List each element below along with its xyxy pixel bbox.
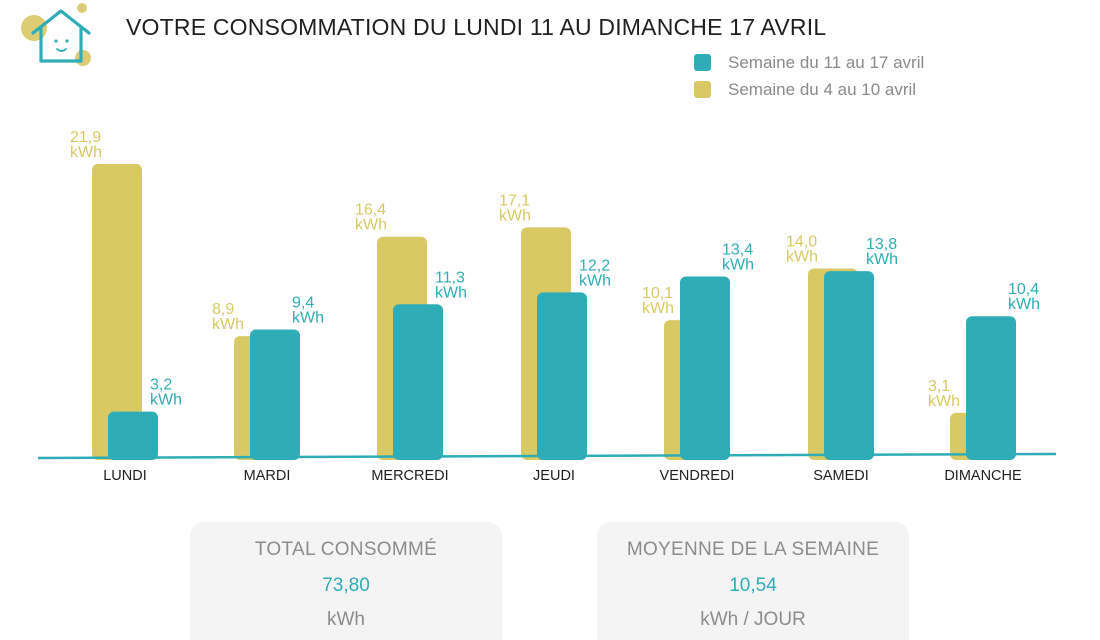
- average-card: MOYENNE DE LA SEMAINE 10,54 kWh / JOUR: [597, 522, 909, 640]
- data-label-current-mercredi: 11,3 kWh: [435, 269, 467, 301]
- bar-current-dimanche: [966, 316, 1016, 460]
- total-unit: kWh: [327, 609, 365, 630]
- data-label-previous-jeudi: 17,1 kWh: [499, 192, 531, 224]
- legend-swatch-current: [694, 54, 711, 71]
- x-axis-line: [37, 452, 1057, 460]
- category-label-lundi: LUNDI: [103, 468, 147, 484]
- average-unit: kWh / JOUR: [700, 609, 806, 630]
- category-label-jeudi: JEUDI: [533, 468, 575, 484]
- chart-title: VOTRE CONSOMMATION DU LUNDI 11 AU DIMANC…: [126, 14, 827, 40]
- logo-circle-small: [77, 3, 87, 13]
- house-face-icon: [31, 9, 91, 63]
- category-label-mardi: MARDI: [244, 468, 291, 484]
- average-value: 10,54: [729, 575, 777, 596]
- total-value: 73,80: [322, 575, 370, 596]
- average-title: MOYENNE DE LA SEMAINE: [626, 539, 880, 560]
- data-label-previous-vendredi: 10,1 kWh: [642, 285, 674, 317]
- category-label-vendredi: VENDREDI: [660, 468, 735, 484]
- bar-current-mercredi: [393, 304, 443, 460]
- data-label-previous-mercredi: 16,4 kWh: [355, 202, 387, 234]
- data-label-previous-samedi: 14,0 kWh: [786, 234, 818, 266]
- legend-label-current: Semaine du 11 au 17 avril: [728, 52, 925, 72]
- category-label-dimanche: DIMANCHE: [944, 468, 1022, 484]
- bar-current-samedi: [824, 271, 874, 460]
- data-label-current-samedi: 13,8 kWh: [866, 236, 898, 268]
- data-label-current-jeudi: 12,2 kWh: [579, 257, 611, 289]
- bar-current-lundi: [108, 411, 158, 460]
- data-label-previous-mardi: 8,9 kWh: [212, 301, 244, 333]
- bar-current-vendredi: [680, 276, 730, 460]
- category-label-mercredi: MERCREDI: [371, 468, 448, 484]
- logo: [21, 3, 91, 66]
- bar-previous-lundi: [92, 163, 142, 460]
- chart-legend: Semaine du 11 au 17 avril Semaine du 4 a…: [694, 49, 924, 103]
- category-label-samedi: SAMEDI: [813, 468, 869, 484]
- legend-item-current: Semaine du 11 au 17 avril: [694, 49, 924, 76]
- total-title: TOTAL CONSOMMÉ: [254, 539, 438, 560]
- bar-current-mardi: [250, 329, 300, 460]
- bar-chart: 21,9 kWh 3,2 kWh LUNDI 8,9 kWh 9,4 kWh MARDI 16,4 k…: [37, 129, 1057, 484]
- bar-current-jeudi: [537, 292, 587, 460]
- total-card: TOTAL CONSOMMÉ 73,80 kWh: [190, 522, 502, 640]
- data-label-current-mardi: 9,4 kWh: [292, 294, 324, 326]
- legend-label-previous: Semaine du 4 au 10 avril: [728, 79, 917, 99]
- data-label-current-lundi: 3,2 kWh: [150, 377, 182, 409]
- legend-item-previous: Semaine du 4 au 10 avril: [694, 76, 924, 103]
- data-label-current-vendredi: 13,4 kWh: [722, 241, 754, 273]
- data-label-previous-dimanche: 3,1 kWh: [928, 378, 960, 410]
- legend-swatch-previous: [694, 81, 711, 98]
- data-label-previous-lundi: 21,9 kWh: [70, 129, 102, 161]
- data-label-current-dimanche: 10,4 kWh: [1008, 281, 1040, 313]
